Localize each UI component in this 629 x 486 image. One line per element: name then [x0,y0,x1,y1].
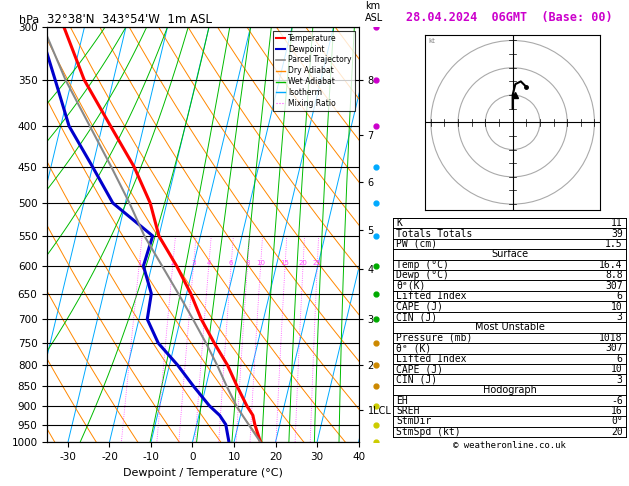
Text: 16.4: 16.4 [599,260,623,270]
Text: 0°: 0° [611,417,623,426]
Text: 6: 6 [617,354,623,364]
Text: CIN (J): CIN (J) [396,312,437,322]
Text: Surface: Surface [491,249,528,260]
Text: Pressure (mb): Pressure (mb) [396,333,472,343]
Text: © weatheronline.co.uk: © weatheronline.co.uk [453,441,566,450]
Text: 28.04.2024  06GMT  (Base: 00): 28.04.2024 06GMT (Base: 00) [406,11,613,24]
Text: 16: 16 [611,406,623,416]
Text: 4: 4 [206,260,211,266]
Text: 1: 1 [136,260,142,266]
Text: θᵉ(K): θᵉ(K) [396,281,426,291]
Text: 1.5: 1.5 [605,239,623,249]
Text: 10: 10 [611,364,623,374]
Text: hPa: hPa [19,15,40,25]
Text: 11: 11 [611,218,623,228]
Text: 20: 20 [611,427,623,437]
Text: EH: EH [396,396,408,405]
X-axis label: Dewpoint / Temperature (°C): Dewpoint / Temperature (°C) [123,468,283,478]
Text: 6: 6 [229,260,233,266]
Text: θᵉ (K): θᵉ (K) [396,343,431,353]
Text: 32°38'N  343°54'W  1m ASL: 32°38'N 343°54'W 1m ASL [47,13,212,26]
Text: Hodograph: Hodograph [482,385,537,395]
Text: -6: -6 [611,396,623,405]
Text: K: K [396,218,402,228]
Legend: Temperature, Dewpoint, Parcel Trajectory, Dry Adiabat, Wet Adiabat, Isotherm, Mi: Temperature, Dewpoint, Parcel Trajectory… [273,31,355,111]
Text: SREH: SREH [396,406,420,416]
Text: 3: 3 [617,312,623,322]
Text: kt: kt [428,38,435,44]
Text: 10: 10 [256,260,265,266]
Text: 6: 6 [617,291,623,301]
Text: CAPE (J): CAPE (J) [396,364,443,374]
Text: Totals Totals: Totals Totals [396,228,472,239]
Text: 15: 15 [281,260,289,266]
Text: 39: 39 [611,228,623,239]
Text: 3: 3 [191,260,196,266]
Text: 307: 307 [605,281,623,291]
Text: 20: 20 [299,260,308,266]
Text: Temp (°C): Temp (°C) [396,260,449,270]
Text: StmSpd (kt): StmSpd (kt) [396,427,461,437]
Text: km
ASL: km ASL [365,1,383,22]
Text: 8: 8 [245,260,250,266]
Text: Dewp (°C): Dewp (°C) [396,270,449,280]
Text: Most Unstable: Most Unstable [474,322,545,332]
Text: CAPE (J): CAPE (J) [396,302,443,312]
Text: Lifted Index: Lifted Index [396,354,467,364]
Text: 3: 3 [617,375,623,384]
Text: Lifted Index: Lifted Index [396,291,467,301]
Text: 25: 25 [313,260,321,266]
Text: StmDir: StmDir [396,417,431,426]
Text: 10: 10 [611,302,623,312]
Text: 307: 307 [605,343,623,353]
Text: 8.8: 8.8 [605,270,623,280]
Text: CIN (J): CIN (J) [396,375,437,384]
Text: 1018: 1018 [599,333,623,343]
Text: 2: 2 [170,260,175,266]
Text: PW (cm): PW (cm) [396,239,437,249]
